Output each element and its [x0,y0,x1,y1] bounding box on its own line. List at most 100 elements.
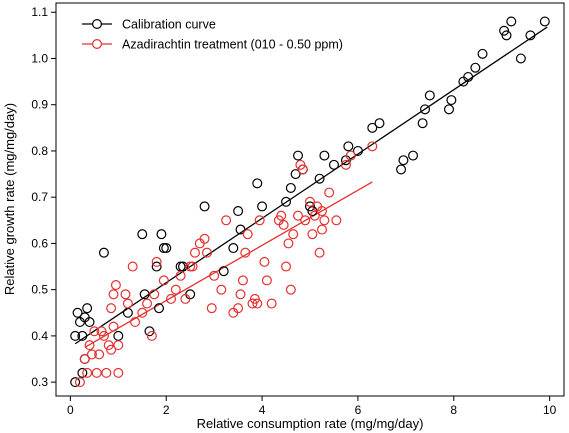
data-point-series-2 [259,256,270,267]
data-point-series-1 [84,317,95,328]
data-point-series-2 [151,256,162,267]
data-point-series-2 [319,215,330,226]
data-point-series-2 [158,275,169,286]
data-point-series-2 [122,298,133,309]
data-point-series-2 [84,340,95,351]
data-point-series-1 [122,307,133,318]
data-point-series-1 [463,71,474,82]
data-point-series-1 [446,95,457,106]
data-point-series-2 [261,275,272,286]
data-point-series-2 [309,210,320,221]
data-points [70,16,550,388]
data-point-series-2 [91,367,102,378]
data-point-series-2 [221,215,232,226]
data-point-series-1 [525,30,536,41]
data-point-series-1 [158,243,169,254]
y-tick-label: 0.5 [31,283,48,297]
data-point-series-2 [305,196,316,207]
data-point-series-2 [89,326,100,337]
data-point-series-2 [288,229,299,240]
data-point-series-2 [170,284,181,295]
x-tick-label: 6 [355,403,362,417]
data-point-series-1 [218,266,229,277]
data-point-series-1 [285,182,296,193]
x-axis-title: Relative consumption rate (mg/mg/day) [197,416,424,431]
data-point-series-2 [103,340,114,351]
data-point-series-2 [180,293,191,304]
x-axis-ticks: 0 2 4 6 8 10 [67,396,557,417]
data-point-series-2 [216,284,227,295]
data-point-series-1 [305,201,316,212]
data-point-series-2 [201,247,212,258]
data-point-series-1 [396,164,407,175]
fit-lines [74,26,548,349]
data-point-series-2 [340,159,351,170]
data-point-series-1 [137,229,148,240]
data-point-series-2 [300,215,311,226]
data-point-series-1 [420,104,431,115]
data-point-series-2 [120,289,131,300]
data-point-series-1 [98,247,109,258]
data-point-series-2 [130,317,141,328]
y-tick-label: 0.6 [31,236,48,250]
data-point-series-1 [319,150,330,161]
data-point-series-2 [331,215,342,226]
data-point-series-2 [297,164,308,175]
data-point-series-1 [417,118,428,129]
data-point-series-1 [281,196,292,207]
data-point-series-2 [247,298,258,309]
data-point-series-1 [424,90,435,101]
data-point-series-2 [252,298,263,309]
data-point-series-2 [113,367,124,378]
data-point-series-1 [343,141,354,152]
data-point-series-2 [108,289,119,300]
y-tick-label: 0.4 [31,329,48,343]
data-point-series-2 [283,238,294,249]
y-tick-label: 0.3 [31,375,48,389]
data-point-series-1 [113,330,124,341]
data-point-series-2 [324,187,335,198]
legend-marker-series-2 [91,38,102,49]
data-point-series-1 [470,62,481,73]
data-point-series-1 [139,289,150,300]
data-point-series-2 [367,141,378,152]
data-point-series-2 [106,303,117,314]
fit-line-series-2 [84,181,373,349]
data-point-series-1 [70,330,81,341]
data-point-series-2 [187,261,198,272]
data-point-series-2 [240,247,251,258]
data-point-series-2 [295,159,306,170]
data-point-series-2 [316,224,327,235]
y-tick-label: 0.8 [31,144,48,158]
data-point-series-2 [237,275,248,286]
y-axis-title: Relative growth rate (mg/mg/day) [2,103,17,295]
data-point-series-2 [166,293,177,304]
data-point-series-1 [367,122,378,133]
data-point-series-2 [209,270,220,281]
data-point-series-1 [408,150,419,161]
x-tick-label: 0 [67,403,74,417]
plot-frame [55,2,565,397]
data-point-series-1 [199,201,210,212]
data-point-series-2 [206,303,217,314]
data-point-series-1 [501,30,512,41]
data-point-series-2 [98,330,109,341]
data-point-series-2 [108,321,119,332]
data-point-series-1 [154,303,165,314]
data-point-series-1 [77,367,88,378]
data-point-series-2 [82,367,93,378]
data-point-series-1 [228,243,239,254]
data-point-series-2 [86,349,97,360]
y-tick-label: 1.0 [31,51,48,65]
data-point-series-1 [257,201,268,212]
x-tick-label: 8 [450,403,457,417]
data-point-series-2 [281,261,292,272]
x-tick-label: 4 [259,403,266,417]
data-point-series-1 [82,303,93,314]
data-point-series-2 [254,215,265,226]
data-point-series-1 [151,261,162,272]
y-tick-label: 0.9 [31,98,48,112]
data-point-series-2 [146,330,157,341]
data-point-series-2 [266,298,277,309]
data-point-series-2 [242,229,253,240]
